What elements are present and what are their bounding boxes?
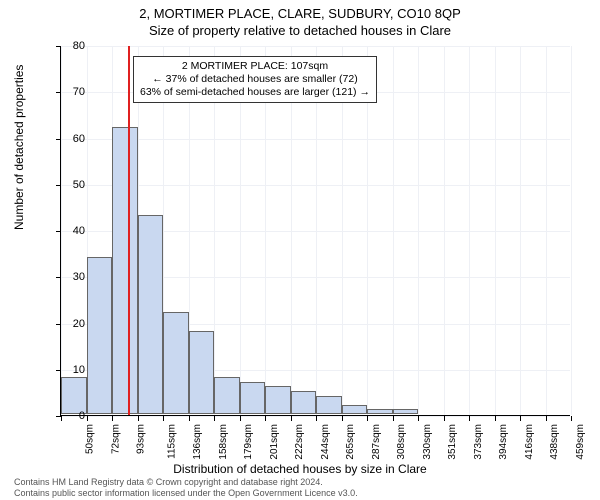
xtick-label: 201sqm [269,424,280,460]
xtick-mark [546,416,547,421]
x-axis-label: Distribution of detached houses by size … [0,462,600,476]
histogram-bar [316,396,342,415]
xtick-label: 287sqm [371,424,382,460]
ytick-label: 10 [55,364,85,376]
xtick-mark [163,416,164,421]
xtick-mark [138,416,139,421]
xtick-label: 115sqm [166,424,177,459]
footer-line-1: Contains HM Land Registry data © Crown c… [14,477,358,487]
plot-area: 2 MORTIMER PLACE: 107sqm← 37% of detache… [60,46,570,416]
gridline-v [571,46,572,415]
gridline-v [469,46,470,415]
xtick-mark [520,416,521,421]
xtick-mark [291,416,292,421]
xtick-mark [316,416,317,421]
ytick-label: 0 [55,410,85,422]
xtick-mark [495,416,496,421]
xtick-label: 373sqm [473,424,484,460]
histogram-bar [291,391,317,414]
xtick-label: 244sqm [320,424,331,460]
histogram-bar [61,377,87,414]
histogram-bar [214,377,240,414]
ytick-label: 20 [55,318,85,330]
xtick-mark [393,416,394,421]
xtick-label: 50sqm [85,424,96,454]
histogram-bar [342,405,368,414]
footer-line-2: Contains public sector information licen… [14,488,358,498]
ytick-label: 50 [55,179,85,191]
ytick-label: 60 [55,133,85,145]
chart-title-main: 2, MORTIMER PLACE, CLARE, SUDBURY, CO10 … [0,0,600,21]
histogram-bar [112,127,138,414]
xtick-mark [444,416,445,421]
chart-title-sub: Size of property relative to detached ho… [0,21,600,38]
gridline-v [546,46,547,415]
gridline-v [444,46,445,415]
chart-container: 2, MORTIMER PLACE, CLARE, SUDBURY, CO10 … [0,0,600,500]
gridline-v [393,46,394,415]
xtick-mark [265,416,266,421]
histogram-bar [240,382,266,414]
xtick-mark [189,416,190,421]
xtick-mark [214,416,215,421]
y-axis-label: Number of detached properties [12,65,26,230]
xtick-label: 179sqm [243,424,254,460]
ytick-label: 80 [55,40,85,52]
xtick-mark [469,416,470,421]
ytick-label: 40 [55,225,85,237]
histogram-bar [393,409,419,414]
xtick-label: 222sqm [294,424,305,460]
xtick-label: 308sqm [396,424,407,460]
xtick-mark [571,416,572,421]
annotation-line: 63% of semi-detached houses are larger (… [140,86,370,99]
xtick-mark [112,416,113,421]
xtick-label: 72sqm [110,424,121,454]
xtick-label: 136sqm [192,424,203,460]
xtick-label: 459sqm [575,424,586,460]
gridline-v [418,46,419,415]
xtick-label: 416sqm [524,424,535,460]
ytick-label: 70 [55,86,85,98]
annotation-line: ← 37% of detached houses are smaller (72… [140,73,370,86]
reference-line [128,46,130,415]
histogram-bar [138,215,164,414]
histogram-bar [163,312,189,414]
xtick-label: 394sqm [498,424,509,460]
xtick-label: 93sqm [136,424,147,454]
xtick-label: 438sqm [549,424,560,460]
ytick-label: 30 [55,271,85,283]
xtick-mark [418,416,419,421]
xtick-mark [87,416,88,421]
gridline-v [520,46,521,415]
xtick-label: 158sqm [218,424,229,460]
histogram-bar [87,257,113,414]
histogram-bar [265,386,291,414]
histogram-bar [189,331,215,414]
xtick-label: 265sqm [345,424,356,460]
gridline-v [495,46,496,415]
attribution-footer: Contains HM Land Registry data © Crown c… [14,477,358,498]
xtick-mark [342,416,343,421]
annotation-line: 2 MORTIMER PLACE: 107sqm [140,60,370,73]
xtick-mark [240,416,241,421]
xtick-label: 330sqm [422,424,433,460]
xtick-label: 351sqm [447,424,458,460]
xtick-mark [367,416,368,421]
histogram-bar [367,409,393,414]
annotation-box: 2 MORTIMER PLACE: 107sqm← 37% of detache… [133,56,377,103]
